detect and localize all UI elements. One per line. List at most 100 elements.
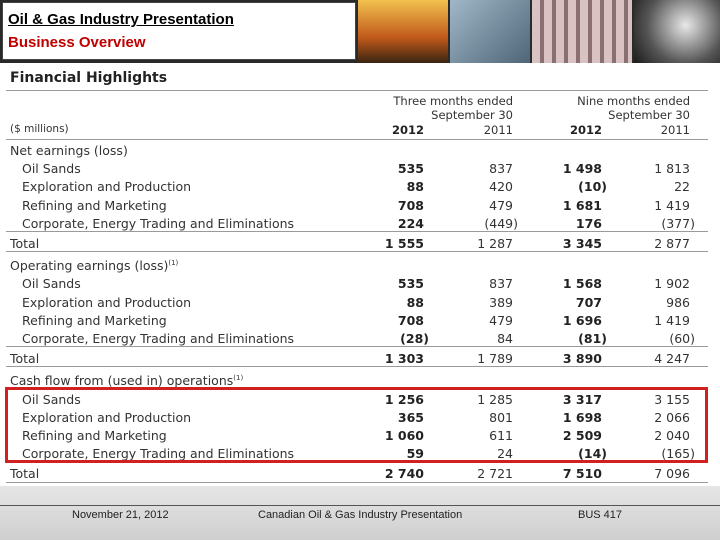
unit-label: ($ millions) [10,123,69,135]
row-value: 1 285 [477,391,513,407]
row-label: Refining and Marketing [22,197,167,213]
row-value: 1 419 [654,312,690,328]
total-value: 2 740 [384,466,424,482]
row-value: 1 060 [384,428,424,443]
row-value: 708 [397,197,424,213]
subtitle: Business Overview [8,34,146,51]
row-value: 1 568 [562,276,602,292]
row-label: Corporate, Energy Trading and Eliminatio… [22,446,295,462]
rule [6,366,708,368]
row-value: 1 813 [654,161,690,177]
row-value: 1 498 [562,161,602,177]
row-value: 479 [489,197,513,213]
row-value: 420 [489,179,513,195]
row-value: 2 509 [562,428,602,443]
total-value: 1 555 [384,236,424,251]
total-value: 3 345 [562,236,602,251]
row-label: Exploration and Production [22,179,192,195]
row-label: Exploration and Production [22,294,192,310]
total-value: 1 287 [477,236,513,251]
row-value: 24 [497,446,513,462]
table-title: Financial Highlights [10,70,168,86]
row-value: 479 [489,312,513,328]
footer-date: November 21, 2012 [72,509,169,521]
row-value: (377) [661,215,695,231]
total-value: 1 789 [477,351,513,367]
total-value: 7 096 [654,466,690,482]
row-label: Refining and Marketing [22,428,167,443]
row-value: 2 066 [654,409,690,425]
row-value: 801 [489,409,513,425]
row-value: 22 [674,179,690,195]
header-image [532,0,632,63]
row-value: 837 [489,276,513,292]
column-header: 2011 [660,123,690,137]
total-value: 2 721 [477,466,513,482]
footer-right: BUS 417 [578,509,623,521]
footnote-ref: (1) [233,374,244,383]
footer-rule [0,505,720,506]
rule [6,481,708,483]
row-value: (449) [484,215,518,231]
highlight-box [5,386,708,464]
group-header: September 30 [431,108,513,122]
row-value: 1 256 [384,391,424,407]
row-value: (14) [578,446,607,462]
row-label: Corporate, Energy Trading and Eliminatio… [22,331,295,346]
row-label: Exploration and Production [22,409,192,425]
row-label: Refining and Marketing [22,312,167,328]
title-box: Oil & Gas Industry Presentation Business… [2,2,356,60]
row-value: 1 902 [654,276,690,292]
total-label: Total [10,466,40,482]
total-value: 3 890 [562,351,602,367]
footer-center: Canadian Oil & Gas Industry Presentation [258,509,463,521]
column-header: 2012 [391,123,424,137]
total-value: 7 510 [562,466,602,482]
row-value: 3 155 [654,391,690,407]
row-value: 389 [489,294,513,310]
row-value: 88 [406,179,424,195]
section-label: Operating earnings (loss)(1) [10,258,179,274]
row-value: 837 [489,161,513,177]
row-value: 1 698 [562,409,602,425]
total-label: Total [10,236,40,251]
row-label: Corporate, Energy Trading and Eliminatio… [22,215,295,231]
row-value: 1 696 [562,312,602,328]
row-value: 59 [406,446,424,462]
row-label: Oil Sands [22,276,81,292]
row-value: 707 [575,294,602,310]
row-value: 1 681 [562,197,602,213]
row-value: 708 [397,312,424,328]
row-value: 535 [397,276,424,292]
row-value: 176 [575,215,602,231]
row-value: 1 419 [654,197,690,213]
row-value: 986 [666,294,690,310]
row-value: 365 [397,409,424,425]
footnote-ref: (1) [168,259,179,268]
row-value: 611 [489,428,513,443]
row-value: 3 317 [562,391,602,407]
column-header: 2012 [569,123,602,137]
row-label: Oil Sands [22,391,81,407]
group-header: September 30 [608,108,690,122]
column-header: 2011 [483,123,513,137]
total-value: 4 247 [654,351,690,367]
row-value: 535 [397,161,424,177]
header-image [450,0,530,63]
title: Oil & Gas Industry Presentation [8,11,234,28]
row-value: 2 040 [654,428,690,443]
rule [6,231,708,232]
rule [6,139,708,140]
header-image [634,0,720,63]
row-value: (10) [578,179,607,195]
group-header: Nine months ended [577,94,690,108]
row-value: (81) [578,331,607,346]
row-value: 224 [397,215,424,231]
row-value: (60) [669,331,695,346]
section-label: Cash flow from (used in) operations(1) [10,373,244,389]
total-value: 1 303 [384,351,424,367]
group-header: Three months ended [393,94,513,108]
header-image [358,0,448,63]
rule [6,251,708,253]
